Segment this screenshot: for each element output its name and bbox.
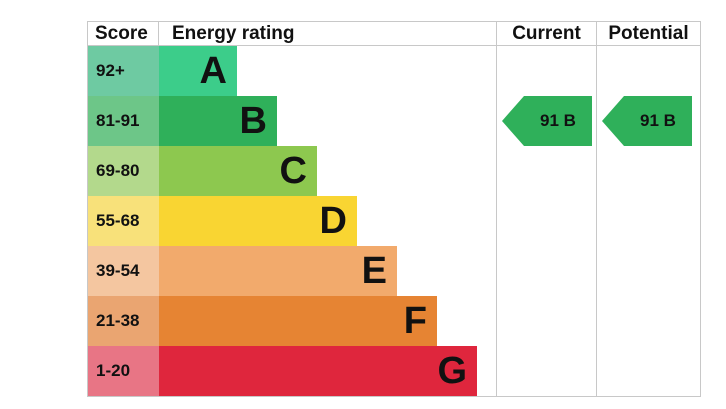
band-f-score: 21-38 <box>88 296 159 346</box>
current-header: Current <box>512 23 581 44</box>
grid-right-line <box>700 21 701 397</box>
grid-score-divider <box>158 21 159 46</box>
score-header: Score <box>95 23 148 44</box>
band-a-bar: A <box>159 46 237 96</box>
energy-rating-header: Energy rating <box>172 23 295 44</box>
potential-header: Potential <box>608 23 689 44</box>
grid-left-line <box>87 21 88 397</box>
band-a-score: 92+ <box>88 46 159 96</box>
band-c-bar: C <box>159 146 317 196</box>
band-g-bar: G <box>159 346 477 396</box>
band-c-score: 69-80 <box>88 146 159 196</box>
band-f-letter: F <box>403 300 427 342</box>
potential-rating-label: 91 B <box>640 111 676 130</box>
current-rating-arrow: 91 B <box>502 96 592 146</box>
band-d-letter: D <box>319 200 347 242</box>
band-b-score: 81-91 <box>88 96 159 146</box>
band-b-letter: B <box>239 100 267 142</box>
grid-potential-divider <box>596 21 597 397</box>
grid-header-line <box>87 45 701 46</box>
band-a-letter: A <box>199 50 227 92</box>
energy-rating-chart: Score Energy rating Current Potential 92… <box>87 21 701 397</box>
grid-current-divider <box>496 21 497 397</box>
potential-rating-arrow: 91 B <box>602 96 692 146</box>
band-g-letter: G <box>437 350 467 392</box>
band-g-score: 1-20 <box>88 346 159 396</box>
band-c-letter: C <box>279 150 307 192</box>
band-e-letter: E <box>361 250 387 292</box>
grid-top-line <box>87 21 701 22</box>
band-e-bar: E <box>159 246 397 296</box>
current-rating-label: 91 B <box>540 111 576 130</box>
band-f-bar: F <box>159 296 437 346</box>
band-d-score: 55-68 <box>88 196 159 246</box>
band-e-score: 39-54 <box>88 246 159 296</box>
grid-bottom-line <box>87 396 701 397</box>
band-b-bar: B <box>159 96 277 146</box>
band-d-bar: D <box>159 196 357 246</box>
